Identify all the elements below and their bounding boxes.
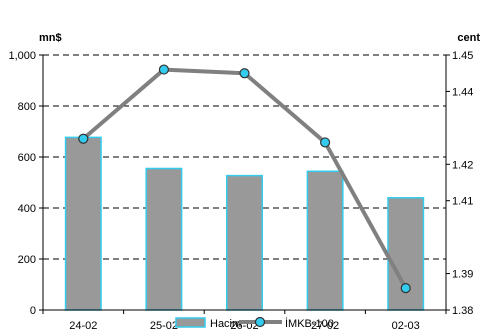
x-tick-label: 02-03	[392, 320, 420, 330]
bar-series-hacim	[64, 136, 425, 311]
y-left-tick-label: 200	[18, 254, 36, 266]
legend-marker-imkb100	[254, 316, 266, 328]
line-series-imkb100	[78, 64, 411, 294]
x-tick-label: 24-02	[69, 320, 97, 330]
bar	[145, 167, 183, 311]
y-left-tick-label: 0	[30, 305, 36, 317]
legend-label-imkb100: İMKB-100	[285, 317, 334, 330]
line-point	[400, 283, 411, 294]
y-left-tick-label: 1,000	[8, 50, 36, 62]
line-point	[158, 64, 169, 75]
y-left-tick-label: 600	[18, 152, 36, 164]
axes: 0 200 400 600 800 1,000 1.38 1.39 1.41 1.42 1.44 1.…	[8, 32, 480, 330]
line-point	[78, 133, 89, 144]
legend: Hacim İMKB-100	[175, 316, 334, 330]
y-left-unit: mn$	[39, 32, 62, 44]
legend-label-hacim: Hacim	[210, 318, 241, 330]
bar	[64, 136, 102, 311]
y-right-tick-label: 1.44	[452, 86, 473, 98]
legend-swatch-hacim	[175, 317, 206, 328]
x-tick-label: 26-02	[230, 320, 258, 330]
y-right-tick-label: 1.38	[452, 305, 473, 317]
line-point	[320, 137, 331, 148]
bar	[226, 174, 263, 311]
y-left-tick-label: 800	[18, 101, 36, 113]
y-right-tick-label: 1.45	[452, 50, 473, 62]
y-right-tick-label: 1.42	[452, 159, 473, 171]
y-right-tick-label: 1.39	[452, 269, 473, 281]
x-tick-label: 27-02	[311, 320, 339, 330]
bar	[306, 170, 344, 311]
y-right-tick-label: 1.41	[452, 196, 473, 208]
x-tick-label: 25-02	[150, 320, 178, 330]
line-point	[239, 68, 250, 79]
y-left-tick-label: 400	[18, 203, 36, 215]
y-right-unit: cent	[457, 32, 480, 44]
